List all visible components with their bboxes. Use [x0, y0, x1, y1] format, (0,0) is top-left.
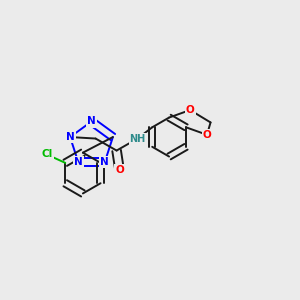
Text: Cl: Cl: [42, 149, 53, 159]
Text: O: O: [186, 105, 194, 115]
Text: O: O: [202, 130, 211, 140]
Text: O: O: [115, 165, 124, 175]
Text: N: N: [100, 157, 109, 167]
Text: N: N: [87, 116, 96, 127]
Text: N: N: [74, 157, 82, 167]
Text: N: N: [66, 132, 74, 142]
Text: NH: NH: [130, 134, 146, 143]
